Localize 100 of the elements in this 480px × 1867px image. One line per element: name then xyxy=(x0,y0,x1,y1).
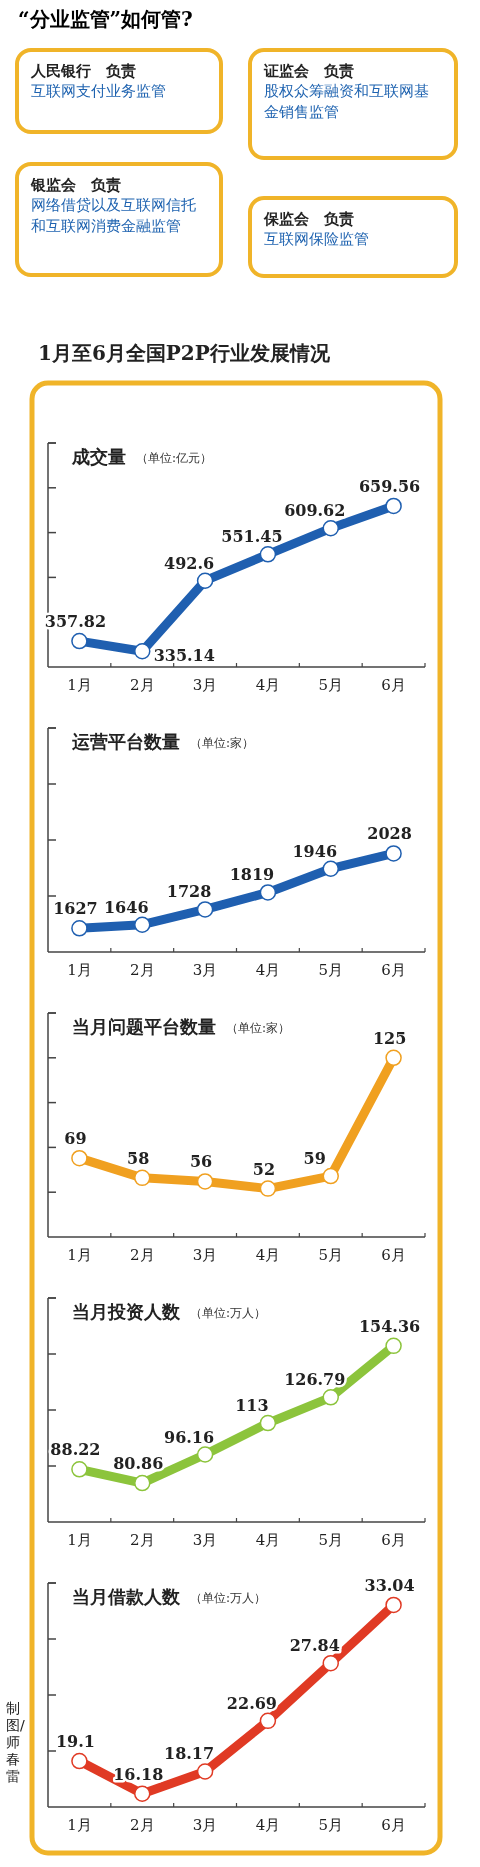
point xyxy=(196,572,214,589)
chart-title: 运营平台数量 xyxy=(71,731,180,752)
data-label: 125 xyxy=(372,1028,407,1048)
data-label: 126.79 xyxy=(284,1370,346,1390)
chart-subtitle: 成交量 xyxy=(71,446,126,467)
point xyxy=(259,546,277,563)
x-tick-label: 2月 xyxy=(129,676,155,694)
point xyxy=(259,1712,277,1730)
y-axis-title: （单位:家） xyxy=(190,736,255,750)
data-label: 96.16 xyxy=(164,1427,215,1447)
y-axis-title: （单位:万人） xyxy=(190,1591,267,1605)
x-tick-label: 6月 xyxy=(381,961,406,979)
point xyxy=(196,1173,214,1190)
x-tick-label: 6月 xyxy=(381,1246,406,1264)
point xyxy=(71,920,88,937)
x-tick-label: 4月 xyxy=(255,961,281,979)
data-label: 88.22 xyxy=(50,1440,101,1460)
data-label: 59 xyxy=(303,1149,326,1169)
x-tick-label: 3月 xyxy=(192,676,218,694)
x-tick-label: 4月 xyxy=(255,1531,281,1549)
text: 人民银行 负责 xyxy=(31,62,137,81)
chart-title: 当月投资人数 xyxy=(72,1301,181,1322)
x-tick-label: 3月 xyxy=(192,1246,218,1264)
point xyxy=(134,1169,151,1187)
x-tick-label: 5月 xyxy=(318,1531,344,1549)
x-tick-label: 5月 xyxy=(318,1246,344,1264)
text: 证监会 负责 xyxy=(264,62,355,81)
point xyxy=(259,1414,277,1432)
point xyxy=(196,1446,214,1463)
data-label: 335.14 xyxy=(153,646,215,665)
point xyxy=(134,1785,151,1803)
text: 互联网保险监管 xyxy=(264,229,370,250)
point xyxy=(385,497,402,515)
y-axis-title: （单位:万人） xyxy=(190,1306,267,1320)
data-label: 1728 xyxy=(166,882,212,902)
y-axis-title: （单位:家） xyxy=(226,1021,291,1035)
data-label: 80.86 xyxy=(113,1454,164,1474)
text: 网络借贷以及互联网信托和互联网消费金融监管 xyxy=(31,195,197,237)
x-tick-label: 6月 xyxy=(381,1816,406,1834)
data-label: 1819 xyxy=(229,865,275,885)
point xyxy=(322,1389,339,1406)
x-tick-label: 6月 xyxy=(381,1531,406,1549)
x-tick-label: 6月 xyxy=(381,676,406,694)
x-tick-label: 5月 xyxy=(318,676,344,694)
x-tick-label: 2月 xyxy=(129,1531,155,1549)
x-tick-label: 3月 xyxy=(192,961,218,979)
point xyxy=(322,1654,339,1672)
point xyxy=(385,1337,402,1355)
x-tick-label: 2月 xyxy=(129,1816,155,1834)
x-tick-label: 1月 xyxy=(67,1531,92,1549)
point xyxy=(134,1474,151,1492)
data-label: 1627 xyxy=(53,899,98,919)
data-label: 154.36 xyxy=(358,1316,421,1336)
point xyxy=(196,1763,214,1780)
x-tick-label: 4月 xyxy=(255,1246,281,1264)
point xyxy=(385,1049,402,1067)
data-label: 69 xyxy=(64,1129,87,1149)
data-label: 492.6 xyxy=(164,553,215,573)
point xyxy=(71,1752,88,1770)
x-tick-label: 2月 xyxy=(129,1246,155,1264)
chart-title: 当月问题平台数量 xyxy=(72,1016,216,1037)
y-axis-title: （单位:亿元） xyxy=(136,451,213,465)
data-label: 56 xyxy=(189,1152,213,1172)
point xyxy=(385,1596,402,1614)
x-tick-label: 3月 xyxy=(192,1531,218,1549)
data-label: 1646 xyxy=(103,897,149,917)
x-tick-label: 5月 xyxy=(318,1816,344,1834)
data-label: 18.17 xyxy=(164,1744,215,1764)
data-label: 113 xyxy=(235,1396,269,1416)
data-label: 19.1 xyxy=(55,1732,95,1752)
x-tick-label: 1月 xyxy=(67,1816,92,1834)
data-label: 609.62 xyxy=(284,501,346,521)
text: 银监会 负责 xyxy=(31,176,122,195)
data-label: 58 xyxy=(127,1148,150,1168)
x-tick-label: 1月 xyxy=(67,961,92,979)
point xyxy=(259,1180,277,1197)
chart-title: 1月至6月全国P2P行业发展情况 xyxy=(38,341,331,365)
x-tick-label: 5月 xyxy=(318,961,344,979)
text: “分业监管”如何管? xyxy=(18,6,193,33)
point xyxy=(71,1149,88,1167)
x-tick-label: 4月 xyxy=(255,1816,281,1834)
point xyxy=(71,632,88,650)
point xyxy=(385,845,402,862)
data-label: 2028 xyxy=(367,824,412,844)
point xyxy=(134,643,151,660)
x-tick-label: 2月 xyxy=(129,961,155,979)
text: 股权众筹融资和互联网基金销售监管 xyxy=(264,81,430,123)
x-tick-label: 3月 xyxy=(192,1816,218,1834)
point xyxy=(322,520,339,537)
point xyxy=(322,860,339,877)
x-tick-label: 1月 xyxy=(67,1246,92,1264)
point xyxy=(322,1167,339,1185)
data-label: 52 xyxy=(252,1159,276,1179)
data-label: 33.04 xyxy=(364,1575,415,1595)
point xyxy=(259,884,277,901)
data-label: 16.18 xyxy=(113,1764,164,1784)
text: 制图/师春雷 xyxy=(6,1700,25,1785)
data-label: 551.45 xyxy=(221,527,283,547)
data-label: 22.69 xyxy=(226,1693,277,1713)
text: 保监会 负责 xyxy=(264,210,355,229)
